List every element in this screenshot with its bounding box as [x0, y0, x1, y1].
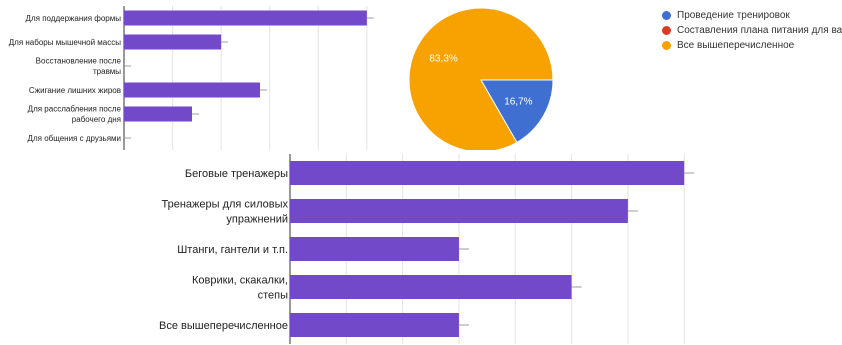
bar-chart-fitness-goals: Для поддержания формы Для наборы мышечной…	[9, 6, 374, 150]
bar	[124, 34, 222, 50]
category-label-line: Для расслабления после	[28, 104, 122, 113]
bar	[124, 10, 367, 26]
category-label: Коврики, скакалки, степы	[192, 274, 288, 301]
legend-item-training[interactable]: Проведение тренировок	[662, 8, 842, 23]
category-label-line: Для общения с друзьями	[28, 134, 121, 143]
legend-swatch	[662, 26, 671, 35]
category-label-line: Все вышеперечисленное	[159, 320, 288, 332]
category-label-line: Беговые тренажеры	[185, 168, 288, 180]
bar	[290, 313, 459, 337]
slice-label: 16,7%	[504, 97, 532, 108]
pie-slice	[480, 79, 554, 144]
category-label: Все вышеперечисленное	[159, 320, 288, 332]
category-label: Сжигание лишних жиров	[29, 86, 121, 95]
category-label-line: Восстановление после	[36, 56, 122, 65]
legend-item-all-above[interactable]: Все вышеперечисленное	[662, 38, 842, 53]
category-label-line: травмы	[93, 67, 121, 76]
bar	[290, 237, 459, 261]
category-label: Тренажеры для силовых упражнений	[162, 198, 289, 225]
slice-label: 83,3%	[429, 53, 457, 64]
pie-legend: Проведение тренировок Составления плана …	[662, 8, 842, 53]
bar	[290, 161, 685, 185]
category-label: Восстановление после травмы	[36, 56, 122, 76]
bar	[290, 199, 628, 223]
legend-label: Составления плана питания для вас	[677, 25, 842, 36]
category-label-line: Сжигание лишних жиров	[29, 86, 121, 95]
category-label-line: Тренажеры для силовых	[162, 198, 289, 210]
legend-item-nutrition-plan[interactable]: Составления плана питания для вас	[662, 23, 842, 38]
legend-swatch	[662, 11, 671, 20]
legend-swatch	[662, 41, 671, 50]
category-label: Для поддержания формы	[26, 14, 122, 23]
category-label-line: степы	[258, 289, 288, 301]
category-label: Для расслабления после рабочего дня	[28, 104, 122, 124]
category-label: Для наборы мышечной массы	[9, 38, 121, 47]
pie-slice	[408, 7, 554, 150]
category-label-line: Штанги, гантели и т.п.	[177, 244, 288, 256]
bar	[290, 275, 572, 299]
category-label-line: упражнений	[226, 213, 288, 225]
pie-chart-trainer-services: 16,7% 83,3%	[408, 7, 554, 150]
category-label: Штанги, гантели и т.п.	[177, 244, 288, 256]
category-label-line: Коврики, скакалки,	[192, 274, 288, 286]
category-label-line: Для наборы мышечной массы	[9, 38, 121, 47]
category-label-line: Для поддержания формы	[26, 14, 122, 23]
bar	[124, 82, 260, 98]
legend-label: Проведение тренировок	[677, 10, 790, 21]
category-label-line: рабочего дня	[72, 115, 121, 124]
bar	[124, 106, 192, 122]
bar-chart-equipment: Беговые тренажеры Тренажеры для силовых уп…	[159, 154, 695, 344]
category-label: Для общения с друзьями	[28, 134, 121, 143]
legend-label: Все вышеперечисленное	[677, 40, 795, 51]
category-label: Беговые тренажеры	[185, 168, 288, 180]
